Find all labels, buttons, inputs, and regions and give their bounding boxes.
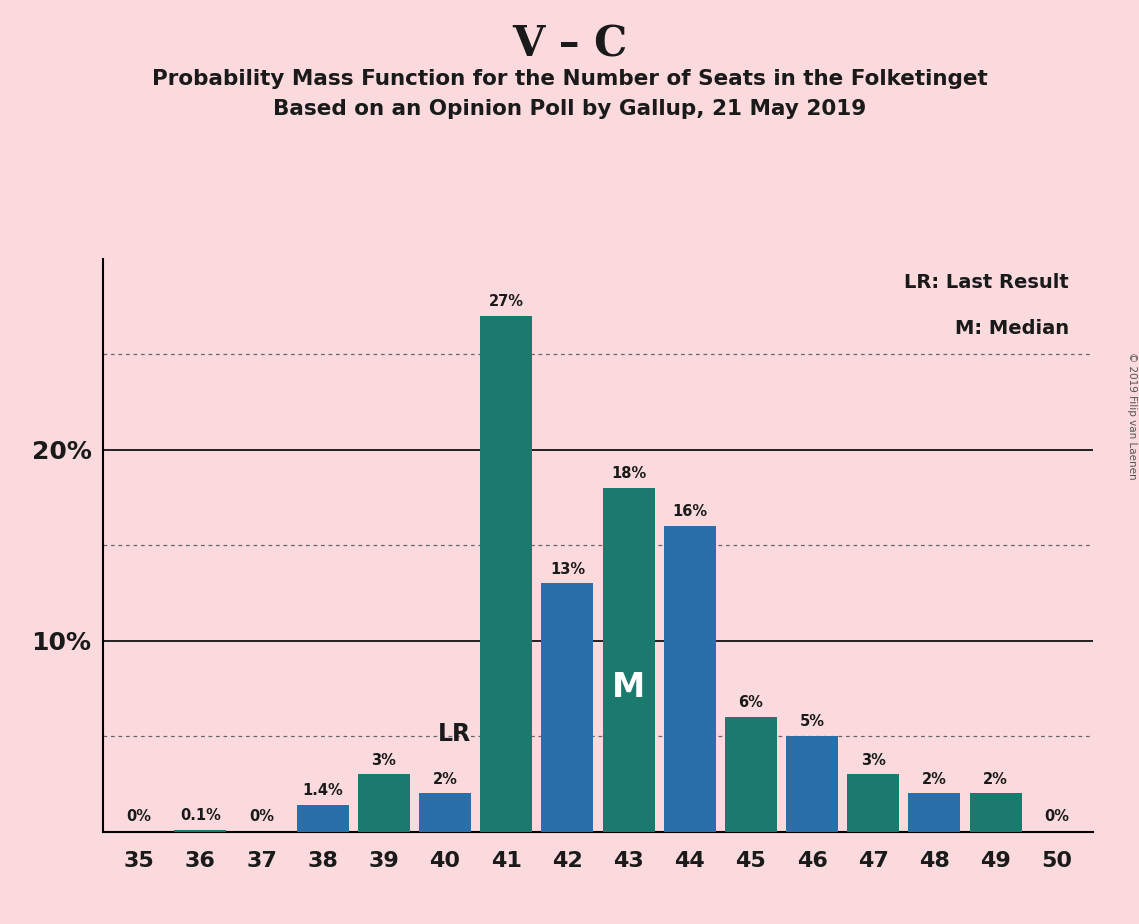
- Text: 1.4%: 1.4%: [302, 784, 343, 798]
- Text: 6%: 6%: [738, 696, 763, 711]
- Text: M: Median: M: Median: [954, 319, 1068, 338]
- Text: LR: Last Result: LR: Last Result: [904, 274, 1068, 292]
- Text: 2%: 2%: [433, 772, 458, 786]
- Bar: [174, 830, 227, 832]
- Bar: [909, 794, 960, 832]
- Text: 2%: 2%: [921, 772, 947, 786]
- Text: M: M: [612, 671, 645, 704]
- Bar: [297, 805, 349, 832]
- Bar: [969, 794, 1022, 832]
- Text: 3%: 3%: [861, 753, 886, 768]
- Bar: [724, 717, 777, 832]
- Bar: [603, 488, 655, 832]
- Bar: [419, 794, 472, 832]
- Text: 27%: 27%: [489, 295, 524, 310]
- Text: Probability Mass Function for the Number of Seats in the Folketinget: Probability Mass Function for the Number…: [151, 69, 988, 90]
- Text: 13%: 13%: [550, 562, 585, 577]
- Text: V – C: V – C: [511, 23, 628, 65]
- Text: LR: LR: [437, 722, 470, 746]
- Bar: [664, 526, 715, 832]
- Text: 2%: 2%: [983, 772, 1008, 786]
- Bar: [481, 316, 532, 832]
- Bar: [541, 583, 593, 832]
- Text: 18%: 18%: [611, 467, 646, 481]
- Text: Based on an Opinion Poll by Gallup, 21 May 2019: Based on an Opinion Poll by Gallup, 21 M…: [273, 99, 866, 119]
- Text: 0%: 0%: [126, 808, 151, 824]
- Text: © 2019 Filip van Laenen: © 2019 Filip van Laenen: [1126, 352, 1137, 480]
- Text: 16%: 16%: [672, 505, 707, 519]
- Text: 3%: 3%: [371, 753, 396, 768]
- Bar: [358, 774, 410, 832]
- Text: 0.1%: 0.1%: [180, 808, 221, 823]
- Bar: [847, 774, 899, 832]
- Text: 5%: 5%: [800, 714, 825, 729]
- Text: 0%: 0%: [249, 808, 274, 824]
- Bar: [786, 736, 838, 832]
- Text: 0%: 0%: [1044, 808, 1070, 824]
